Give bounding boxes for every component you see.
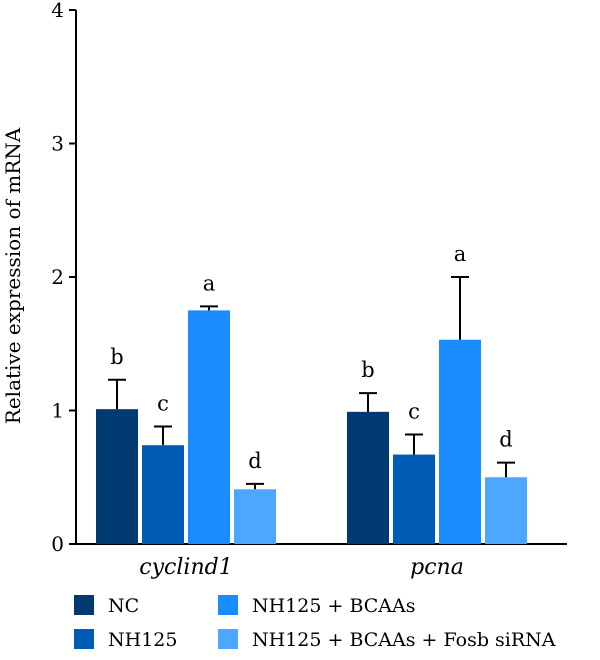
legend-swatch	[74, 629, 94, 649]
legend-label: NH125 + BCAAs	[252, 595, 416, 617]
legend-swatch	[218, 629, 238, 649]
bar	[96, 409, 138, 544]
significance-label: d	[499, 428, 512, 452]
error-bars	[108, 276, 515, 490]
y-axis-label: Relative expression of mRNA	[1, 127, 25, 424]
bar	[439, 339, 481, 544]
legend-label: NH125 + BCAAs + Fosb siRNA	[252, 629, 556, 651]
significance-label: c	[408, 400, 420, 424]
category-labels: cyclind1 pcna	[139, 555, 464, 580]
y-tick-label: 1	[51, 399, 64, 423]
legend: NC NH125 NH125 + BCAAs NH125 + BCAAs + Fosb…	[74, 595, 556, 651]
legend-swatch	[218, 595, 238, 615]
significance-labels: b c a d b c a d	[110, 242, 512, 473]
bar	[393, 454, 435, 544]
bar	[188, 310, 230, 544]
bar	[485, 477, 527, 544]
bar	[234, 489, 276, 544]
legend-swatch	[74, 595, 94, 615]
legend-label: NC	[108, 595, 139, 617]
significance-label: a	[203, 271, 216, 295]
bar	[142, 445, 184, 544]
x-category-label: cyclind1	[139, 555, 232, 580]
significance-label: b	[361, 358, 374, 382]
y-tick-label: 4	[51, 0, 64, 22]
y-tick-label: 0	[51, 532, 64, 556]
bar	[347, 411, 389, 544]
bars	[96, 310, 527, 544]
legend-label: NH125	[108, 629, 177, 651]
significance-label: c	[157, 392, 169, 416]
significance-label: a	[454, 242, 467, 266]
y-tick-label: 3	[51, 132, 64, 156]
significance-label: d	[248, 449, 261, 473]
x-category-label: pcna	[410, 555, 464, 580]
significance-label: b	[110, 345, 123, 369]
y-tick-label: 2	[51, 265, 64, 289]
